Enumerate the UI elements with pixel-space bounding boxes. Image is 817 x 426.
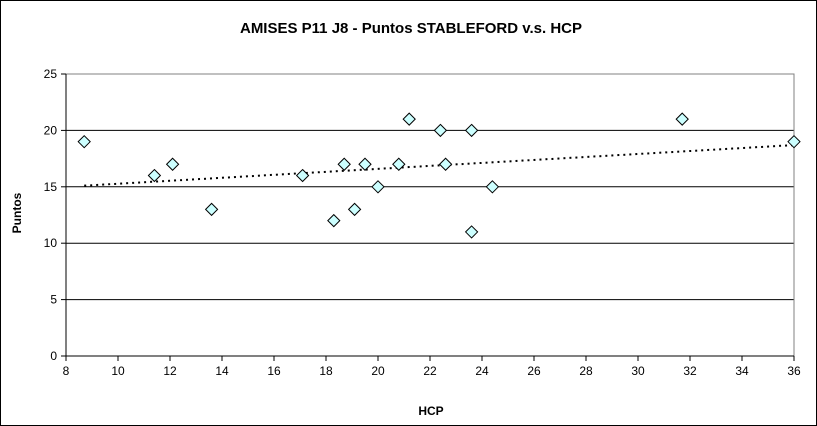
data-point <box>327 213 341 228</box>
data-point <box>675 112 689 126</box>
axes <box>61 73 795 361</box>
data-point <box>438 157 453 171</box>
data-point <box>165 157 180 171</box>
data-point <box>402 112 416 126</box>
data-point <box>337 157 351 171</box>
x-tick-label: 30 <box>631 364 645 378</box>
x-tick-label: 28 <box>579 364 593 378</box>
y-tick-label: 0 <box>50 349 57 363</box>
y-tick-label: 25 <box>44 67 58 81</box>
x-tick-label: 12 <box>163 364 177 378</box>
data-points <box>77 112 801 239</box>
data-point <box>204 202 219 217</box>
x-tick-label: 10 <box>111 364 125 378</box>
y-tick-label: 5 <box>50 293 57 307</box>
data-point <box>787 134 801 149</box>
data-point <box>464 123 479 138</box>
data-point <box>371 180 385 194</box>
x-tick-label: 14 <box>215 364 229 378</box>
x-tick-label: 32 <box>683 364 697 378</box>
data-point <box>147 168 162 183</box>
y-tick-label: 10 <box>44 236 58 250</box>
data-point <box>464 225 479 239</box>
x-tick-label: 16 <box>267 364 281 378</box>
data-point <box>433 123 448 138</box>
data-point <box>485 180 500 194</box>
tick-labels: 0 5 10 15 20 25 8 10 12 14 16 18 20 22 24 26 28 30 32 34 36 <box>44 67 801 378</box>
chart-title: AMISES P11 J8 - Puntos STABLEFORD v.s. H… <box>240 20 582 37</box>
x-tick-label: 22 <box>423 364 437 378</box>
x-tick-label: 24 <box>475 364 489 378</box>
trendline <box>84 144 795 187</box>
x-tick-label: 8 <box>63 364 70 378</box>
y-axis-title: Puntos <box>10 192 24 233</box>
trend-line <box>84 144 795 187</box>
data-point <box>295 168 310 183</box>
x-tick-label: 26 <box>527 364 541 378</box>
y-tick-label: 20 <box>44 123 58 137</box>
y-tick-label: 15 <box>44 180 58 194</box>
data-point <box>392 157 406 171</box>
data-point <box>358 157 372 171</box>
x-tick-label: 34 <box>735 364 749 378</box>
x-tick-label: 18 <box>319 364 333 378</box>
x-axis-title: HCP <box>418 404 443 418</box>
gridlines <box>66 73 794 301</box>
data-point <box>347 202 362 217</box>
data-point <box>77 134 91 149</box>
x-tick-label: 36 <box>787 364 801 378</box>
x-tick-label: 20 <box>371 364 385 378</box>
